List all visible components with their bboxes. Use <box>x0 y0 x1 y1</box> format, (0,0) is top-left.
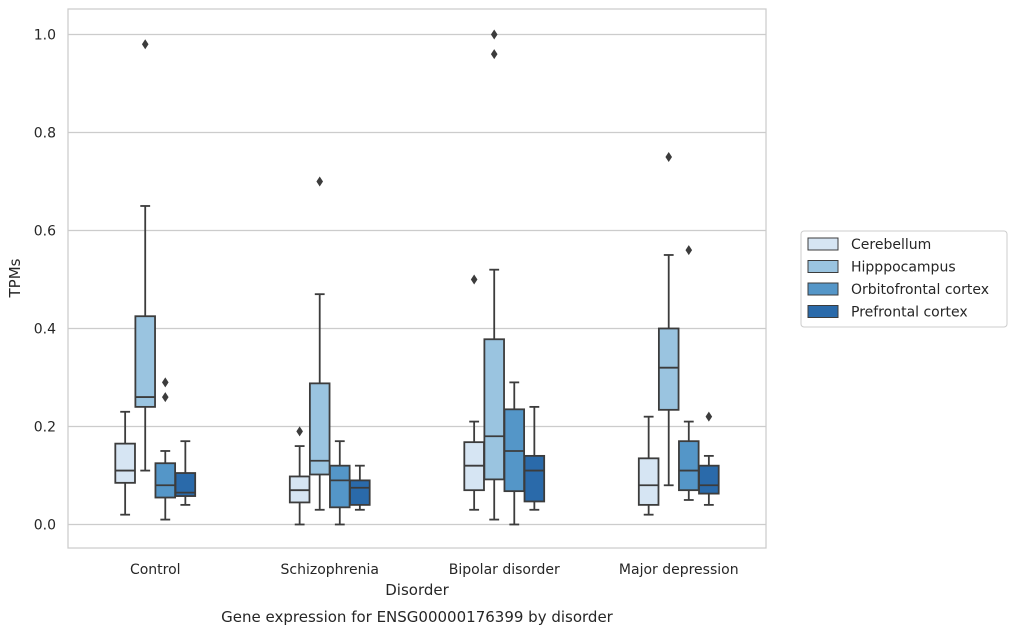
x-axis-label: Disorder <box>385 581 449 599</box>
outlier-point <box>470 274 478 285</box>
box-2-1 <box>483 29 505 521</box>
grid-lines <box>68 33 766 526</box>
box-2-3 <box>523 405 546 511</box>
plot-frame <box>67 8 767 549</box>
outlier-point <box>705 411 713 422</box>
legend-label: Orbitofrontal cortex <box>851 282 989 298</box>
y-tick-label: 0.4 <box>34 321 56 337</box>
legend-items: Cerebellum Hipppocampus Orbitofrontal cort… <box>807 237 989 321</box>
x-tick-label: Bipolar disorder <box>449 562 560 578</box>
x-tick-label: Major depression <box>619 562 739 578</box>
box-1-3 <box>349 464 371 511</box>
y-tick-labels: 0.0 0.2 0.4 0.6 0.8 1.0 <box>34 27 56 533</box>
box-3-1 <box>657 151 680 487</box>
box-0-2 <box>154 377 177 521</box>
box-iqr <box>134 315 156 408</box>
legend-label: Prefrontal cortex <box>851 305 968 321</box>
box-iqr <box>678 440 700 492</box>
box-0-1 <box>134 39 156 472</box>
outlier-point <box>296 426 303 437</box>
legend-swatch <box>807 260 839 273</box>
legend-label: Hipppocampus <box>851 260 956 276</box>
outlier-point <box>490 49 498 60</box>
x-tick-label: Control <box>130 562 181 578</box>
chart-caption: Gene expression for ENSG00000176399 by d… <box>221 608 614 626</box>
box-1-2 <box>329 440 351 526</box>
x-tick-label: Schizophrenia <box>281 562 379 578</box>
box-iqr <box>154 462 177 499</box>
outlier-point <box>161 377 169 388</box>
x-tick-labels: Control Schizophrenia Bipolar disorder Majo… <box>130 562 739 578</box>
y-tick-label: 0.6 <box>34 223 56 239</box>
box-1-0 <box>288 426 311 526</box>
box-0-3 <box>174 440 197 506</box>
legend-swatch <box>807 305 839 318</box>
outlier-point <box>665 151 673 162</box>
box-2-0 <box>463 274 485 511</box>
box-1-1 <box>308 176 331 511</box>
legend-frame <box>800 230 1008 328</box>
box-3-2 <box>678 245 700 501</box>
box-0-0 <box>114 410 136 516</box>
box-iqr <box>349 479 371 506</box>
box-3-0 <box>637 415 660 516</box>
box-iqr <box>329 464 351 509</box>
y-axis-label: TPMs <box>6 258 24 298</box>
outlier-point <box>316 176 324 187</box>
legend-swatch <box>807 237 839 251</box>
y-tick-label: 0.2 <box>34 419 56 435</box>
outlier-point <box>141 39 149 50</box>
box-iqr <box>698 464 720 495</box>
box-iqr <box>483 338 505 481</box>
legend-label: Cerebellum <box>851 237 931 253</box>
legend: Cerebellum Hipppocampus Orbitofrontal cort… <box>800 230 1008 328</box>
outlier-point <box>685 245 693 256</box>
box-3-3 <box>698 411 720 506</box>
outlier-point <box>490 29 498 40</box>
box-2-2 <box>503 381 526 526</box>
box-iqr <box>174 472 197 497</box>
y-tick-label: 1.0 <box>34 27 56 43</box>
outlier-point <box>161 392 169 403</box>
box-groups <box>114 29 720 526</box>
y-tick-label: 0.8 <box>34 125 56 141</box>
box-iqr <box>114 442 136 484</box>
box-iqr <box>308 382 331 476</box>
legend-swatch <box>807 282 839 296</box>
y-tick-label: 0.0 <box>34 517 56 533</box>
box-iqr <box>523 454 546 503</box>
box-iqr <box>637 457 660 506</box>
box-iqr <box>657 327 680 411</box>
